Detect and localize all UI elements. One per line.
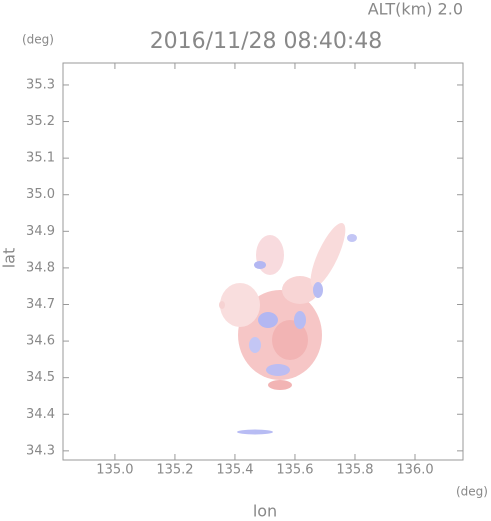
y-tick-label: 34.6 — [26, 334, 55, 349]
y-tick-label: 34.8 — [26, 260, 55, 275]
y-unit: (deg) — [22, 33, 54, 47]
y-tick-label: 35.0 — [26, 187, 55, 202]
y-tick-label: 35.3 — [26, 77, 55, 92]
x-tick-label: 135.4 — [216, 463, 253, 478]
y-tick-label: 34.7 — [26, 297, 55, 312]
echo — [258, 312, 278, 328]
plot-frame — [62, 62, 464, 461]
x-tick-label: 135.2 — [156, 463, 193, 478]
echo — [313, 282, 323, 298]
echo — [347, 234, 357, 242]
echo — [254, 261, 266, 269]
y-tick-label: 34.4 — [26, 407, 55, 422]
x-tick-label: 135.8 — [336, 463, 373, 478]
echo — [282, 276, 318, 304]
x-tick-label: 136.0 — [396, 463, 433, 478]
x-tick-label: 135.0 — [96, 463, 133, 478]
echo — [256, 235, 284, 275]
echo — [294, 311, 306, 329]
x-axis-label: lon — [253, 502, 277, 521]
y-axis-label: lat — [0, 248, 19, 269]
echo — [220, 283, 260, 327]
y-tick-label: 35.2 — [26, 114, 55, 129]
echo-field — [219, 222, 357, 435]
chart-title: 2016/11/28 08:40:48 — [150, 29, 383, 54]
echo — [237, 429, 273, 435]
y-tick-label: 35.1 — [26, 151, 55, 166]
x-unit: (deg) — [456, 485, 488, 499]
echo — [266, 364, 290, 376]
echo — [249, 337, 261, 353]
echo — [310, 222, 346, 288]
echo — [219, 301, 225, 309]
y-tick-label: 34.9 — [26, 224, 55, 239]
y-tick-label: 34.3 — [26, 443, 55, 458]
altitude-label: ALT(km) 2.0 — [368, 0, 463, 19]
echo — [268, 380, 292, 390]
x-tick-label: 135.6 — [276, 463, 313, 478]
echo — [272, 320, 308, 360]
y-tick-label: 34.5 — [26, 370, 55, 385]
